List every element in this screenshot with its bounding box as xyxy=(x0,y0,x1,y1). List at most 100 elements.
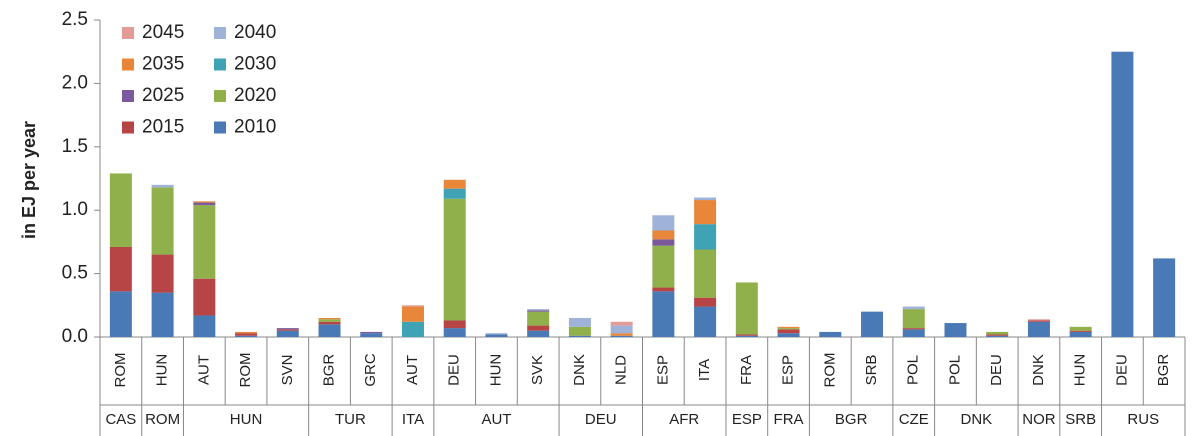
legend-swatch xyxy=(122,58,134,71)
bar-segment xyxy=(610,335,633,337)
group-label: CAS xyxy=(105,411,136,428)
bar-segment xyxy=(235,335,258,337)
bar-segment xyxy=(151,184,174,188)
bar-segment xyxy=(652,230,675,240)
bar-segment xyxy=(318,324,341,337)
bar-segment xyxy=(401,305,424,307)
bar-segment xyxy=(276,329,299,331)
bar-segment xyxy=(735,282,758,335)
x-tick-label: ROM xyxy=(821,353,838,388)
legend-label: 2015 xyxy=(142,117,184,138)
y-tick-label: 2.0 xyxy=(62,72,88,93)
bar-segment xyxy=(777,333,800,337)
bar-segment xyxy=(443,198,466,321)
legend-swatch xyxy=(214,27,226,39)
group-label: HUN xyxy=(230,411,263,428)
bar-segment xyxy=(193,315,216,337)
bar-segment xyxy=(652,287,675,292)
bar-segment xyxy=(151,254,174,293)
bar-segment xyxy=(777,329,800,334)
y-tick-label: 1.5 xyxy=(62,136,88,157)
x-tick-label: BGR xyxy=(1155,354,1172,387)
legend-label: 2035 xyxy=(142,54,184,75)
x-tick-label: DNK xyxy=(571,354,588,386)
x-tick-label: DEU xyxy=(988,354,1005,386)
legend-swatch xyxy=(122,27,134,39)
legend-label: 2010 xyxy=(234,117,276,138)
bar-segment xyxy=(318,319,341,322)
bar-segment xyxy=(485,333,508,335)
group-label: FRA xyxy=(774,411,804,428)
bar-segment xyxy=(652,215,675,231)
bar-segment xyxy=(944,323,967,337)
bar-segment xyxy=(401,306,424,322)
bar-segment xyxy=(694,249,717,298)
bar-segment xyxy=(902,306,925,310)
bar-segment xyxy=(610,325,633,334)
bar-segment xyxy=(568,326,591,336)
y-tick-label: 0.5 xyxy=(62,263,88,284)
bar-segment xyxy=(235,333,258,336)
group-label: AUT xyxy=(481,411,511,428)
x-tick-label: ITA xyxy=(696,359,713,381)
bar-segment xyxy=(694,306,717,337)
bar-segment xyxy=(652,245,675,288)
bar-segment xyxy=(235,331,258,334)
group-label: SRB xyxy=(1065,411,1096,428)
bar-segment xyxy=(861,311,884,337)
bar-segment xyxy=(652,239,675,246)
bar-segment xyxy=(819,331,842,337)
bar-segment xyxy=(276,328,299,330)
x-tick-label: DEU xyxy=(446,354,463,386)
bar-segment xyxy=(485,334,508,337)
group-label: AFR xyxy=(669,411,699,428)
bar-segment xyxy=(1111,51,1134,337)
group-label: ESP xyxy=(732,411,762,428)
y-tick-label: 2.5 xyxy=(62,9,88,30)
group-label: RUS xyxy=(1127,411,1159,428)
legend-label: 2045 xyxy=(142,22,184,43)
bar-segment xyxy=(694,197,717,201)
bar-segment xyxy=(527,309,550,311)
y-tick-label: 0.0 xyxy=(62,326,88,347)
bar-segment xyxy=(1153,258,1176,337)
y-axis-label: in EJ per year xyxy=(19,121,39,239)
bar-segment xyxy=(527,325,550,331)
x-tick-label: NLD xyxy=(613,355,630,385)
bar-segment xyxy=(986,335,1009,337)
legend-swatch xyxy=(214,90,226,102)
bar-segment xyxy=(527,330,550,337)
bar-segment xyxy=(151,292,174,337)
x-tick-label: DEU xyxy=(1113,354,1130,386)
bar-segment xyxy=(694,200,717,225)
bar-segment xyxy=(527,311,550,326)
bar-segment xyxy=(527,310,550,312)
bar-segment xyxy=(735,334,758,336)
bar-segment xyxy=(443,179,466,189)
bar-segment xyxy=(902,328,925,330)
group-label: DEU xyxy=(585,411,617,428)
x-tick-label: SVK xyxy=(529,355,546,385)
x-tick-label: SVN xyxy=(279,355,296,386)
legend-swatch xyxy=(122,121,134,134)
bar-segment xyxy=(986,331,1009,335)
bar-segment xyxy=(193,201,216,203)
bar-segment xyxy=(318,317,341,320)
bar-segment xyxy=(652,291,675,337)
x-tick-label: POL xyxy=(946,355,963,385)
bar-segment xyxy=(986,334,1009,336)
group-label: NOR xyxy=(1022,411,1056,428)
x-tick-label: GRC xyxy=(362,353,379,387)
bar-segment xyxy=(694,297,717,307)
group-label: TUR xyxy=(335,411,366,428)
bar-segment xyxy=(193,202,216,206)
x-tick-label: FRA xyxy=(738,355,755,385)
bar-segment xyxy=(109,291,132,337)
bar-segment xyxy=(1027,319,1050,321)
bar-segment xyxy=(276,330,299,337)
bar-segment xyxy=(1027,321,1050,337)
bar-segment xyxy=(568,335,591,337)
bar-segment xyxy=(694,224,717,250)
legend-label: 2030 xyxy=(234,54,276,75)
legend-swatch xyxy=(122,90,134,102)
